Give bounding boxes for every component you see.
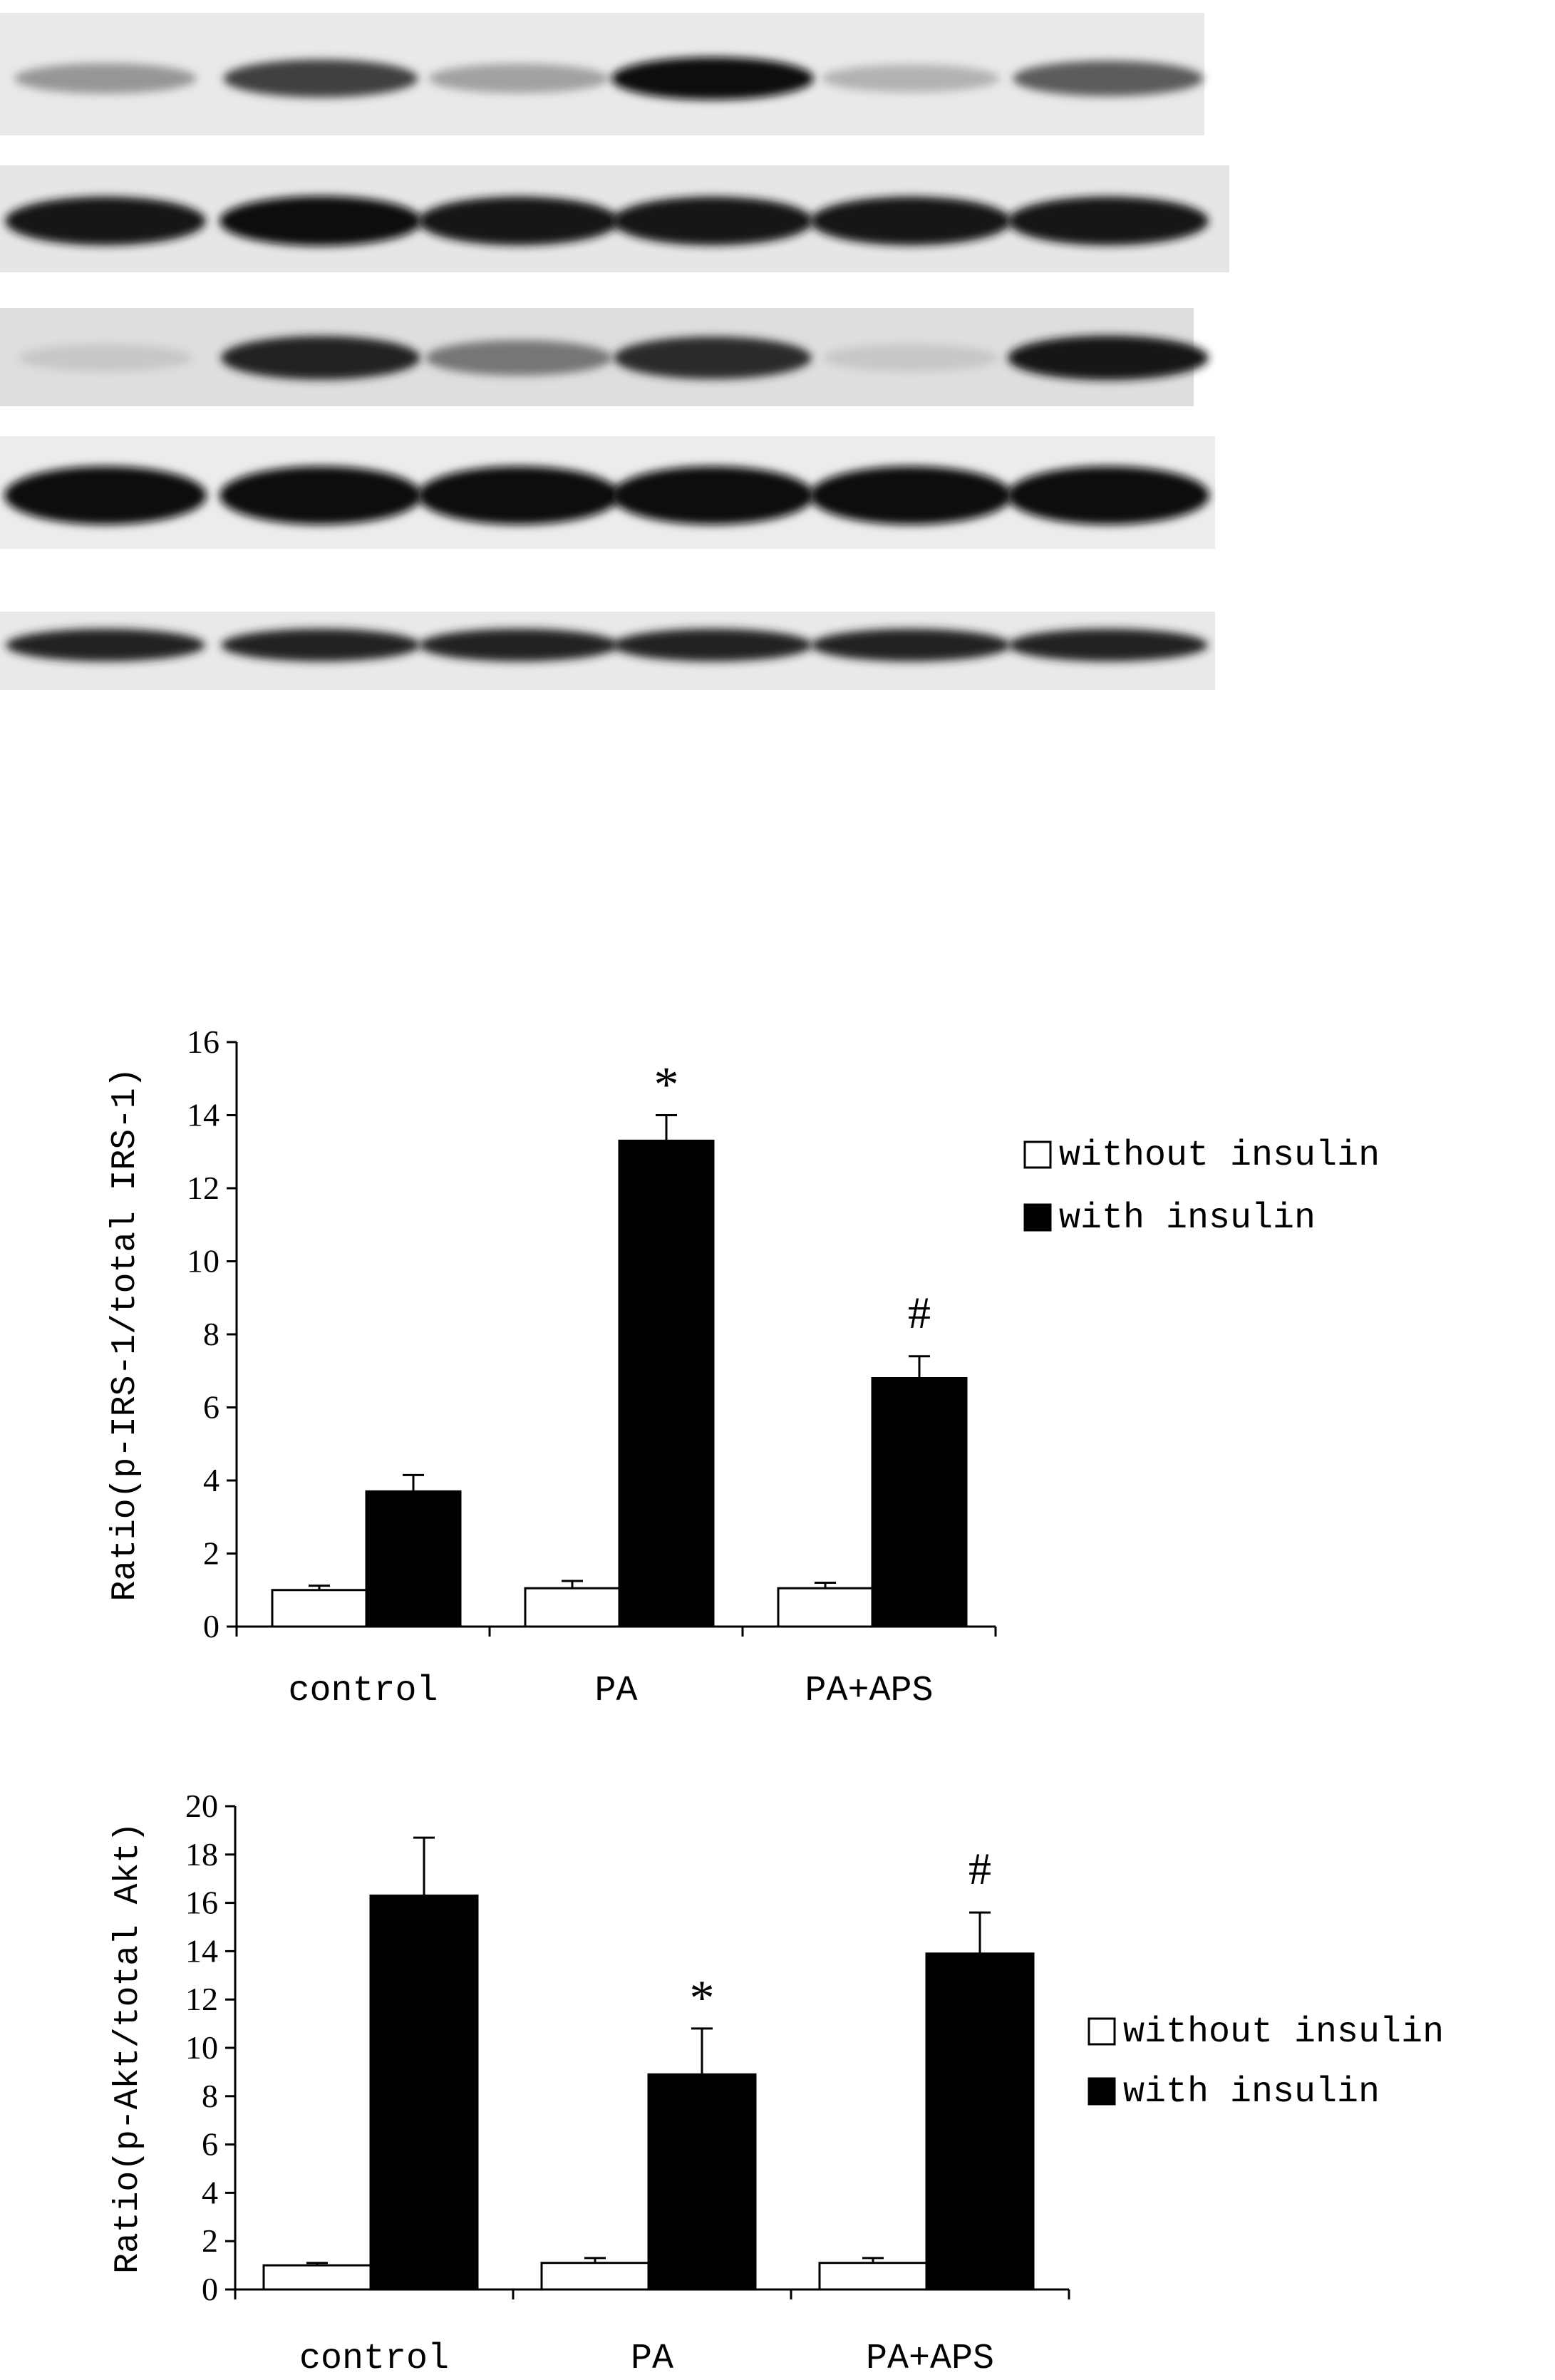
legend-label: without insulin [1059,1135,1380,1176]
blot-band [5,196,206,246]
y-tick-label: 10 [187,1243,219,1279]
blot-band [219,196,422,246]
irs1-ratio-chart: 0 2 4 6 8 10 12 14 16 Ratio(p-IRS-1/total IRS-1) c… [106,1024,1380,1711]
bar-with-insulin-pa-aps [925,1952,1035,2291]
legend-label: without insulin [1123,2012,1444,2053]
bar-without-insulin-pa-aps [818,2262,928,2291]
akt-ratio-chart: 0 2 4 6 8 10 12 14 16 18 20 Ratio(p-Akt/total Akt) c… [109,1788,1444,2379]
blot-band [418,466,620,525]
x-tick-label: PA [594,1671,637,1711]
x-tick-label: control [288,1671,438,1711]
blot-band [428,63,609,93]
blot-band [1013,61,1204,96]
bar-without-insulin-pa [540,2262,650,2291]
y-tick-label: 16 [187,1024,219,1060]
significance-hash: # [968,1843,991,1894]
y-tick-label: 2 [202,2222,218,2259]
legend-swatch [1023,1140,1052,1169]
legend-swatch [1023,1203,1052,1232]
bar-with-insulin-control [365,1490,462,1628]
blot-band [1008,335,1209,381]
x-tick-label: PA+APS [805,1671,933,1711]
blot-band [811,629,1011,661]
bar-with-insulin-control [369,1894,479,2291]
bar-without-insulin-control [271,1589,368,1628]
x-tick-label: control [299,2339,449,2379]
blot-band [614,336,812,379]
blot-band [611,466,814,525]
y-axis-label: Ratio(p-IRS-1/total IRS-1) [106,1068,145,1602]
x-tick-label: PA [631,2339,673,2379]
significance-star: * [654,1058,679,1113]
blot-band [14,63,197,94]
western-blot-panel [0,13,1229,690]
blot-band [1008,629,1208,661]
blot-band [810,466,1012,525]
bar-without-insulin-pa [524,1587,621,1628]
blot-band [418,196,619,246]
y-tick-label: 0 [203,1608,219,1644]
legend-swatch [1088,2017,1116,2046]
blot-row-p-irs-1 [0,13,1204,135]
y-tick-label: 6 [203,1389,219,1426]
blot-row-total-irs-1 [0,165,1229,272]
y-axis-label: Ratio(p-Akt/total Akt) [109,1822,148,2274]
bar-with-insulin-pa [618,1139,715,1628]
y-tick-label: 4 [202,2174,218,2210]
bar-without-insulin-control [262,2264,372,2291]
blot-band [822,64,1000,93]
y-tick-label: 10 [185,2029,218,2066]
blot-row-actin [0,612,1215,690]
blot-band [611,57,814,100]
y-tick-label: 0 [202,2271,218,2307]
blot-band [1007,466,1209,525]
bar-with-insulin-pa [647,2073,757,2291]
blot-band [419,629,619,661]
blot-band [6,629,205,661]
blot-band [4,466,207,525]
blot-band [223,59,418,98]
y-tick-label: 2 [203,1535,219,1572]
blot-row-total-akt [0,436,1215,549]
y-tick-label: 12 [187,1170,219,1206]
y-tick-label: 18 [185,1836,218,1872]
blot-band [221,336,420,380]
y-tick-label: 4 [203,1462,219,1498]
blot-band [425,340,612,376]
x-tick-label: PA+APS [866,2339,994,2379]
y-tick-label: 14 [185,1932,218,1969]
y-tick-label: 20 [185,1788,218,1824]
legend-swatch [1088,2077,1116,2106]
bar-with-insulin-pa-aps [871,1377,968,1628]
significance-star: * [690,1971,715,2026]
y-tick-label: 14 [187,1097,219,1133]
y-tick-label: 8 [203,1316,219,1352]
blot-band [18,344,193,372]
y-tick-label: 8 [202,2078,218,2114]
blot-band [1008,196,1209,246]
bar-without-insulin-pa-aps [777,1587,874,1628]
blot-band [221,629,420,661]
y-tick-label: 6 [202,2126,218,2163]
blot-band [612,196,813,246]
blot-row-p-akt [0,308,1209,406]
y-tick-label: 12 [185,1981,218,2017]
legend-label: with insulin [1059,1198,1316,1239]
blot-band [219,466,422,525]
legend-label: with insulin [1123,2072,1380,2113]
y-tick-label: 16 [185,1885,218,1921]
blot-band [613,629,812,661]
blot-band [823,344,998,372]
significance-hash: # [908,1287,931,1338]
blot-band [810,196,1011,246]
